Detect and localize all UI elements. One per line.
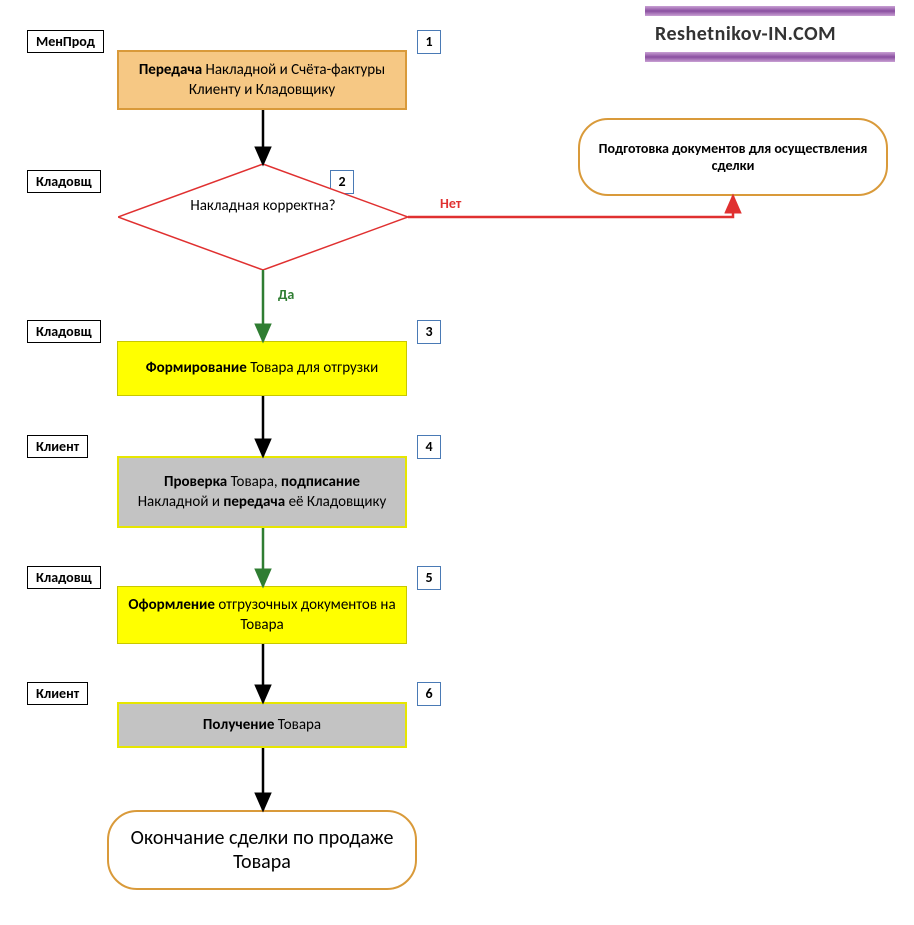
flowchart-canvas: { "canvas": { "width": 914, "height": 92… xyxy=(0,0,914,925)
process-step-6-text: Получение Товара xyxy=(203,715,321,735)
role-tag-6: Клиент xyxy=(27,682,88,705)
edge-label-no: Нет xyxy=(440,195,461,212)
num-tag-3: 3 xyxy=(417,320,441,344)
process-step-5: Оформление отгрузочных документов на Тов… xyxy=(117,586,407,644)
process-step-5-text: Оформление отгрузочных документов на Тов… xyxy=(126,595,398,636)
edge-label-yes: Да xyxy=(278,286,294,303)
role-tag-3: Кладовщ xyxy=(27,320,101,343)
process-step-4-text: Проверка Товара, подписание Накладной и … xyxy=(127,472,397,513)
terminator-side: Подготовка документов для осуществления … xyxy=(578,118,888,196)
num-tag-4: 4 xyxy=(417,435,441,459)
num-tag-1: 1 xyxy=(417,30,441,54)
role-tag-2: Кладовщ xyxy=(27,170,101,193)
terminator-end: Окончание сделки по продаже Товара xyxy=(107,810,417,890)
decision-shape xyxy=(118,164,408,270)
process-step-1: Передача Накладной и Счёта-фактуры Клиен… xyxy=(117,50,407,110)
decision-node: Накладная корректна? xyxy=(118,164,408,270)
process-step-1-text: Передача Накладной и Счёта-фактуры Клиен… xyxy=(127,60,397,101)
terminator-end-text: Окончание сделки по продаже Товара xyxy=(121,826,403,874)
logo-block: Reshetnikov-IN.COM xyxy=(645,6,895,62)
role-tag-4: Клиент xyxy=(27,435,88,458)
role-tag-1: МенПрод xyxy=(27,30,104,53)
process-step-3-text: Формирование Товара для отгрузки xyxy=(146,358,378,378)
process-step-6: Получение Товара xyxy=(117,702,407,748)
process-step-3: Формирование Товара для отгрузки xyxy=(117,341,407,396)
role-tag-5: Кладовщ xyxy=(27,566,101,589)
logo-bar-top xyxy=(645,6,895,16)
logo-bar-bottom xyxy=(645,52,895,62)
terminator-side-text: Подготовка документов для осуществления … xyxy=(592,140,874,174)
decision-text: Накладная корректна? xyxy=(118,197,408,215)
num-tag-5: 5 xyxy=(417,566,441,590)
process-step-4: Проверка Товара, подписание Накладной и … xyxy=(117,456,407,528)
num-tag-6: 6 xyxy=(417,682,441,706)
logo-text: Reshetnikov-IN.COM xyxy=(655,22,836,46)
